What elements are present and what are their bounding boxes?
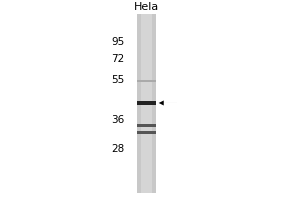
Text: 72: 72	[112, 54, 125, 64]
Bar	[136, 14, 156, 193]
Text: 28: 28	[112, 144, 125, 154]
Bar	[136, 131, 156, 134]
Bar	[136, 80, 156, 82]
Text: 95: 95	[112, 37, 125, 47]
Bar	[141, 14, 152, 193]
Text: 55: 55	[112, 75, 125, 85]
Bar	[136, 124, 156, 127]
Bar	[136, 101, 156, 105]
Text: Hela: Hela	[134, 2, 159, 12]
Text: 36: 36	[112, 115, 125, 125]
